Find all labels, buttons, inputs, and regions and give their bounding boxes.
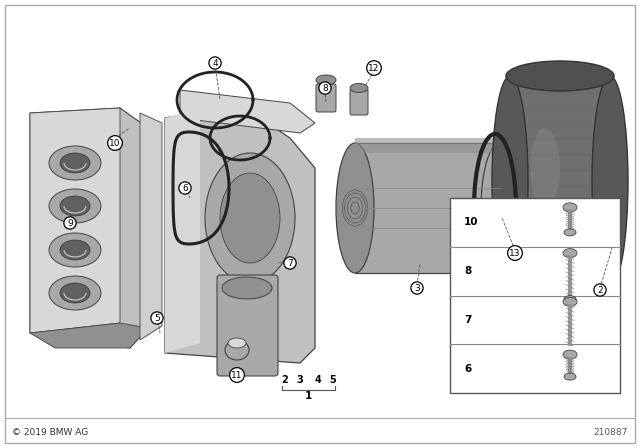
Ellipse shape (49, 233, 101, 267)
Ellipse shape (592, 76, 628, 286)
Text: 1: 1 (305, 391, 312, 401)
Ellipse shape (60, 283, 90, 303)
Ellipse shape (563, 350, 577, 359)
Text: 3: 3 (296, 375, 303, 385)
Text: 10: 10 (464, 217, 479, 228)
Bar (355, 138, 500, 153)
Ellipse shape (563, 203, 577, 212)
Text: 9: 9 (67, 219, 73, 228)
Polygon shape (30, 108, 148, 348)
Ellipse shape (506, 269, 614, 297)
Text: 210887: 210887 (594, 427, 628, 436)
Ellipse shape (563, 297, 577, 306)
Text: 10: 10 (109, 138, 121, 147)
Ellipse shape (49, 146, 101, 180)
Text: 11: 11 (231, 370, 243, 379)
Ellipse shape (506, 61, 614, 91)
Ellipse shape (49, 189, 101, 223)
Text: 12: 12 (368, 64, 380, 73)
FancyBboxPatch shape (217, 275, 278, 376)
Ellipse shape (220, 173, 280, 263)
Ellipse shape (49, 276, 101, 310)
Text: 2: 2 (597, 285, 603, 294)
Ellipse shape (336, 143, 374, 273)
FancyBboxPatch shape (350, 89, 368, 115)
Ellipse shape (350, 83, 368, 92)
Text: 13: 13 (509, 249, 521, 258)
Polygon shape (165, 108, 200, 353)
Ellipse shape (564, 373, 576, 380)
Text: 5: 5 (330, 375, 337, 385)
Text: 6: 6 (464, 364, 471, 374)
Text: 8: 8 (322, 83, 328, 92)
Bar (355, 143, 500, 273)
Ellipse shape (222, 277, 272, 299)
Text: 3: 3 (414, 284, 420, 293)
Ellipse shape (563, 249, 577, 258)
Bar (510, 78, 610, 283)
FancyBboxPatch shape (316, 84, 336, 112)
Ellipse shape (481, 143, 519, 273)
Text: 4: 4 (315, 375, 321, 385)
Text: 5: 5 (154, 314, 160, 323)
Ellipse shape (60, 153, 90, 173)
Ellipse shape (492, 76, 528, 286)
Text: 6: 6 (182, 184, 188, 193)
Ellipse shape (60, 196, 90, 216)
Ellipse shape (564, 296, 576, 303)
Polygon shape (30, 108, 120, 333)
Ellipse shape (564, 229, 576, 236)
Polygon shape (180, 90, 315, 133)
Ellipse shape (60, 240, 90, 260)
Polygon shape (140, 113, 162, 340)
Polygon shape (165, 108, 315, 363)
Ellipse shape (205, 153, 295, 283)
Text: 4: 4 (212, 59, 218, 68)
Ellipse shape (530, 128, 560, 208)
Text: 8: 8 (464, 266, 471, 276)
Polygon shape (30, 323, 148, 348)
Ellipse shape (316, 75, 336, 85)
Text: 2: 2 (282, 375, 289, 385)
Ellipse shape (228, 338, 246, 348)
Bar (450, 198, 620, 393)
Text: 7: 7 (464, 315, 472, 325)
Ellipse shape (225, 340, 249, 360)
Text: © 2019 BMW AG: © 2019 BMW AG (12, 427, 88, 436)
Text: 7: 7 (287, 258, 293, 267)
